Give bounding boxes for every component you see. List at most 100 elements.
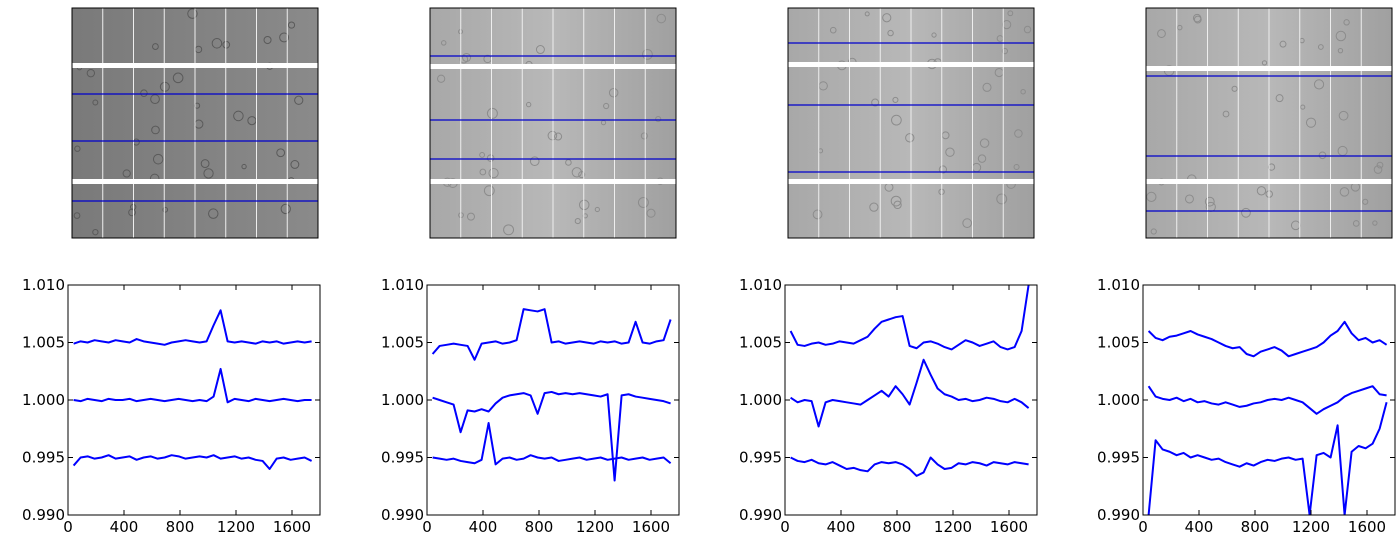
image-speck — [152, 43, 159, 50]
image-speck — [938, 165, 948, 174]
plot: 0.990 0.995 1.000 1.005 1.010 0 400 800 1200 1600 — [1097, 276, 1396, 536]
image-speck — [1335, 30, 1347, 42]
image-gap — [430, 179, 676, 184]
y-tick-label: 1.000 — [22, 391, 65, 409]
x-tick-label: 400 — [1185, 518, 1214, 536]
image-speck — [1013, 163, 1020, 170]
image-speck — [437, 74, 446, 83]
image-speck — [92, 229, 99, 236]
image-speck — [1343, 19, 1350, 26]
y-tick-label: 0.995 — [1097, 449, 1140, 467]
image-speck — [128, 208, 136, 217]
image-speck — [1222, 110, 1230, 118]
x-tick-label: 1200 — [217, 518, 255, 536]
y-tick-label: 1.000 — [739, 391, 782, 409]
y-tick-label: 1.000 — [381, 391, 424, 409]
image-speck — [525, 101, 532, 108]
image-speck — [637, 197, 649, 208]
data-line — [790, 456, 1029, 477]
image-speck — [1267, 163, 1276, 171]
image-speck — [1362, 198, 1369, 205]
image-speck — [554, 132, 563, 141]
image-speck — [86, 68, 96, 78]
data-line — [431, 308, 672, 361]
x-tick-label: 800 — [883, 518, 912, 536]
y-tick-label: 1.005 — [1097, 334, 1140, 352]
image-panel — [787, 7, 1035, 239]
x-tick-label: 0 — [1138, 518, 1148, 536]
image-speck — [1318, 151, 1327, 160]
data-line — [73, 309, 312, 346]
image-speck — [1177, 24, 1183, 31]
image-speck — [887, 29, 894, 37]
y-tick-label: 1.000 — [1097, 391, 1140, 409]
x-tick-label: 800 — [525, 518, 554, 536]
data-line — [72, 454, 313, 470]
y-tick-label: 0.990 — [22, 506, 65, 524]
image-speck — [1305, 117, 1317, 128]
image-speck — [1146, 191, 1157, 202]
image-speck — [640, 132, 648, 140]
image-speck — [200, 159, 210, 169]
y-tick-label: 1.005 — [381, 334, 424, 352]
image-speck — [996, 193, 1008, 205]
image-speck — [1339, 187, 1350, 197]
y-tick-label: 0.995 — [22, 449, 65, 467]
image-speck — [162, 206, 169, 213]
image-speck — [1256, 186, 1267, 196]
image-speck — [503, 224, 515, 236]
x-tick-label: 1600 — [990, 518, 1028, 536]
image-speck — [479, 152, 485, 158]
image-speck — [529, 156, 540, 167]
image-speck — [890, 195, 902, 207]
image-speck — [646, 208, 656, 218]
x-tick-label: 1200 — [934, 518, 972, 536]
image-speck — [979, 138, 990, 148]
image-speck — [594, 206, 600, 213]
data-line — [432, 422, 672, 466]
image-frame — [1145, 7, 1393, 239]
image-speck — [1231, 85, 1238, 92]
image-speck — [483, 185, 495, 197]
image-speck — [1020, 88, 1026, 95]
image-speck — [466, 212, 476, 221]
image-speck — [74, 145, 81, 152]
image-speck — [1337, 47, 1344, 54]
y-tick-label: 1.010 — [22, 276, 65, 294]
image-speck — [574, 217, 581, 225]
x-tick-label: 400 — [110, 518, 139, 536]
image-speck — [263, 35, 272, 45]
image-speck — [276, 148, 286, 158]
image-panel — [429, 7, 677, 239]
image-speck — [982, 82, 992, 92]
image-speck — [642, 48, 653, 60]
x-tick-label: 1200 — [1292, 518, 1330, 536]
x-tick-label: 800 — [1241, 518, 1270, 536]
image-gap — [788, 62, 1034, 67]
image-speck — [1317, 44, 1324, 50]
image-speck — [233, 110, 244, 122]
x-tick-label: 800 — [166, 518, 195, 536]
image-speck — [535, 45, 545, 55]
image-speck — [1014, 129, 1023, 138]
data-line — [1147, 320, 1388, 358]
data-line — [789, 285, 1030, 351]
y-tick-label: 0.990 — [739, 506, 782, 524]
image-speck — [440, 40, 447, 46]
image-speck — [287, 21, 296, 29]
data-line — [73, 367, 312, 404]
image-frame — [71, 7, 319, 239]
y-tick-label: 1.010 — [1097, 276, 1140, 294]
image-speck — [486, 107, 498, 119]
y-tick-label: 0.990 — [1097, 506, 1140, 524]
image-speck — [864, 11, 870, 17]
image-speck — [151, 125, 160, 135]
image-speck — [92, 99, 99, 106]
x-tick-label: 1600 — [273, 518, 311, 536]
x-tick-label: 400 — [827, 518, 856, 536]
data-line — [1147, 385, 1387, 415]
image-speck — [290, 160, 300, 169]
image-speck — [565, 159, 572, 166]
image-speck — [1275, 94, 1284, 103]
image-speck — [187, 8, 198, 19]
